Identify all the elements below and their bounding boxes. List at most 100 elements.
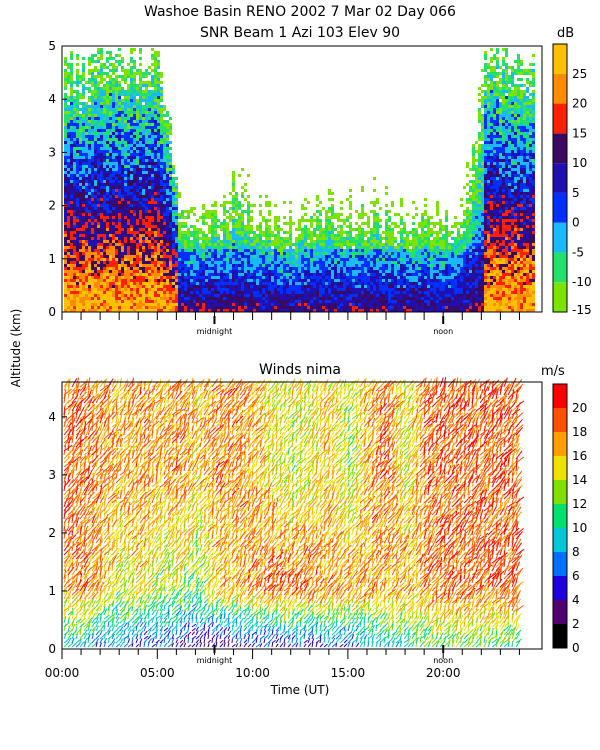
snr-cell bbox=[163, 123, 166, 126]
snr-cell bbox=[112, 72, 115, 75]
snr-cell bbox=[151, 99, 154, 102]
snr-cell bbox=[283, 261, 286, 264]
snr-cell bbox=[142, 303, 145, 306]
snr-cell bbox=[100, 87, 103, 90]
snr-cell bbox=[223, 309, 226, 312]
snr-cell bbox=[196, 279, 199, 282]
snr-cell bbox=[145, 183, 148, 186]
snr-cell bbox=[349, 255, 352, 258]
snr-cell bbox=[178, 240, 181, 243]
snr-cell bbox=[274, 282, 277, 285]
snr-cell bbox=[247, 216, 250, 219]
snr-cell bbox=[175, 192, 178, 195]
snr-cell bbox=[265, 288, 268, 291]
snr-cell bbox=[250, 237, 253, 240]
snr-cell bbox=[190, 264, 193, 267]
snr-cell bbox=[73, 99, 76, 102]
snr-cell bbox=[331, 240, 334, 243]
snr-cell bbox=[265, 249, 268, 252]
snr-cell bbox=[280, 273, 283, 276]
snr-cell bbox=[211, 210, 214, 213]
snr-cell bbox=[331, 264, 334, 267]
snr-cell bbox=[316, 216, 319, 219]
snr-cell bbox=[148, 216, 151, 219]
snr-cell bbox=[127, 168, 130, 171]
snr-cell bbox=[79, 174, 82, 177]
snr-cell bbox=[82, 114, 85, 117]
snr-cell bbox=[178, 192, 181, 195]
snr-cell bbox=[157, 285, 160, 288]
snr-cell bbox=[142, 144, 145, 147]
snr-cell bbox=[274, 288, 277, 291]
snr-cell bbox=[133, 255, 136, 258]
snr-cell bbox=[100, 165, 103, 168]
snr-cell bbox=[256, 264, 259, 267]
snr-cell bbox=[154, 156, 157, 159]
snr-cell bbox=[214, 249, 217, 252]
snr-cell bbox=[223, 228, 226, 231]
snr-cell bbox=[241, 285, 244, 288]
snr-cell bbox=[307, 246, 310, 249]
snr-cell bbox=[190, 231, 193, 234]
snr-cell bbox=[130, 231, 133, 234]
snr-cell bbox=[175, 309, 178, 312]
snr-cell bbox=[235, 195, 238, 198]
snr-cell bbox=[157, 225, 160, 228]
snr-cell bbox=[136, 123, 139, 126]
snr-cell bbox=[106, 222, 109, 225]
snr-cell bbox=[112, 66, 115, 69]
snr-cell bbox=[115, 84, 118, 87]
snr-cell bbox=[340, 297, 343, 300]
snr-cell bbox=[334, 303, 337, 306]
snr-cell bbox=[151, 270, 154, 273]
snr-cell bbox=[157, 192, 160, 195]
snr-cell bbox=[76, 228, 79, 231]
snr-cell bbox=[97, 252, 100, 255]
snr-cell bbox=[211, 276, 214, 279]
snr-cell bbox=[139, 51, 142, 54]
snr-cell bbox=[73, 222, 76, 225]
snr-cell bbox=[232, 297, 235, 300]
snr-cell bbox=[334, 255, 337, 258]
snr-cell bbox=[226, 261, 229, 264]
snr-cell bbox=[139, 243, 142, 246]
snr-cell bbox=[367, 267, 370, 270]
snr-cell bbox=[148, 258, 151, 261]
snr-cell bbox=[121, 291, 124, 294]
snr-cell bbox=[256, 309, 259, 312]
snr-cell bbox=[199, 246, 202, 249]
snr-cell bbox=[85, 192, 88, 195]
snr-cell bbox=[100, 132, 103, 135]
snr-cell bbox=[121, 213, 124, 216]
snr-cell bbox=[136, 267, 139, 270]
snr-cell bbox=[229, 207, 232, 210]
snr-cell bbox=[289, 243, 292, 246]
snr-cell bbox=[124, 189, 127, 192]
snr-cell bbox=[190, 234, 193, 237]
snr-cell bbox=[325, 282, 328, 285]
snr-cell bbox=[340, 201, 343, 204]
snr-cell bbox=[94, 66, 97, 69]
snr-cell bbox=[121, 288, 124, 291]
snr-cell bbox=[226, 255, 229, 258]
snr-cell bbox=[274, 276, 277, 279]
snr-cell bbox=[283, 267, 286, 270]
snr-cell bbox=[361, 285, 364, 288]
snr-cell bbox=[106, 66, 109, 69]
snr-cell bbox=[106, 234, 109, 237]
snr-cell bbox=[97, 135, 100, 138]
snr-cell bbox=[139, 303, 142, 306]
snr-cell bbox=[76, 141, 79, 144]
snr-cell bbox=[88, 261, 91, 264]
snr-cell bbox=[286, 282, 289, 285]
snr-cell bbox=[367, 258, 370, 261]
snr-cell bbox=[313, 249, 316, 252]
snr-cell bbox=[313, 306, 316, 309]
snr-cell bbox=[115, 147, 118, 150]
snr-cell bbox=[118, 111, 121, 114]
snr-cell bbox=[175, 213, 178, 216]
snr-cell bbox=[226, 249, 229, 252]
snr-cell bbox=[76, 288, 79, 291]
snr-cell bbox=[277, 261, 280, 264]
snr-cell bbox=[262, 285, 265, 288]
